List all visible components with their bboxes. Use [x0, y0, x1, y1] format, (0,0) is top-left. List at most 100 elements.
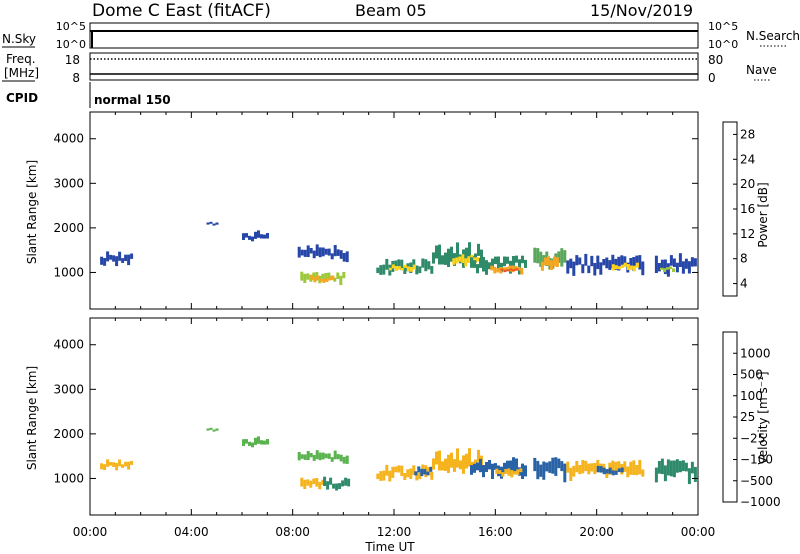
- data-cell: [327, 272, 331, 280]
- data-cell: [254, 437, 257, 445]
- beam-title: Beam 05: [355, 1, 427, 20]
- data-cell: [322, 278, 326, 283]
- x-tick-label: 04:00: [174, 525, 209, 539]
- data-cell: [412, 259, 416, 269]
- data-cell: [505, 267, 509, 272]
- data-cell: [212, 429, 216, 432]
- data-cell: [124, 254, 128, 261]
- data-cell: [209, 221, 213, 224]
- data-cell: [663, 465, 667, 482]
- data-cell: [572, 465, 576, 477]
- data-cell: [687, 261, 691, 274]
- data-region: [596, 465, 624, 476]
- freq-label-line2: [MHz]: [4, 66, 39, 80]
- data-cell: [546, 256, 550, 266]
- data-cell: [480, 249, 483, 264]
- data-region: [654, 253, 697, 277]
- data-cell: [599, 466, 603, 473]
- data-cell: [423, 469, 427, 475]
- data-cell: [468, 448, 471, 467]
- data-cell: [504, 469, 508, 474]
- data-region: [297, 450, 349, 464]
- data-region: [654, 458, 697, 485]
- data-cell: [569, 467, 573, 481]
- data-cell: [303, 249, 307, 257]
- data-cell: [477, 243, 480, 256]
- data-cell: [309, 248, 313, 254]
- y-tick-label: 3000: [53, 382, 84, 396]
- nave-label: Nave: [746, 63, 777, 77]
- data-cell: [587, 463, 591, 475]
- data-cell: [313, 277, 317, 283]
- data-cell: [660, 267, 663, 270]
- y-tick-label: 2000: [53, 221, 84, 235]
- data-cell: [502, 267, 506, 271]
- data-cell: [596, 255, 600, 270]
- y-tick-label: 1000: [53, 471, 84, 485]
- data-cell: [557, 458, 561, 469]
- data-cell: [669, 460, 673, 477]
- data-cell: [477, 449, 480, 462]
- data-cell: [617, 266, 621, 270]
- data-cell: [388, 470, 392, 482]
- data-cell: [494, 256, 497, 265]
- data-cell: [666, 459, 670, 476]
- data-cell: [452, 258, 456, 265]
- data-cell: [684, 462, 688, 472]
- data-cell: [121, 464, 125, 468]
- data-cell: [321, 273, 325, 279]
- data-cell: [379, 265, 383, 275]
- data-cell: [681, 261, 685, 274]
- data-cell: [430, 266, 434, 274]
- data-cell: [450, 452, 453, 468]
- data-cell: [605, 469, 609, 474]
- data-cell: [519, 468, 523, 473]
- data-cell: [315, 244, 319, 256]
- data-cell: [257, 230, 260, 238]
- colorbar-tick-label: 4: [740, 277, 748, 291]
- data-cell: [420, 468, 424, 477]
- data-cell: [626, 264, 630, 270]
- data-cell: [300, 477, 304, 487]
- x-tick-label: 20:00: [579, 525, 614, 539]
- power-data-layer: [100, 221, 697, 286]
- data-cell: [672, 268, 675, 272]
- data-cell: [635, 465, 639, 476]
- data-cell: [447, 454, 450, 473]
- data-cell: [376, 267, 380, 274]
- data-cell: [124, 461, 128, 467]
- data-cell: [520, 267, 524, 275]
- data-cell: [669, 255, 673, 266]
- data-cell: [479, 458, 482, 473]
- data-cell: [578, 465, 582, 475]
- data-cell: [552, 256, 556, 267]
- velocity-colorbar-label: Velocity [m s⁻¹]: [756, 371, 770, 464]
- data-region: [500, 268, 519, 273]
- nsky-tick-bottom: 10^0: [56, 38, 86, 51]
- data-cell: [503, 256, 506, 267]
- data-cell: [539, 251, 543, 267]
- data-cell: [394, 260, 398, 267]
- data-cell: [424, 259, 428, 272]
- colorbar-tick-label: −1000: [740, 495, 781, 509]
- data-cell: [581, 460, 585, 474]
- data-cell: [641, 261, 645, 276]
- data-cell: [303, 479, 307, 489]
- data-cell: [115, 462, 119, 471]
- data-cell: [503, 462, 506, 474]
- data-cell: [605, 470, 609, 478]
- data-cell: [623, 256, 627, 265]
- data-cell: [118, 251, 122, 261]
- data-cell: [611, 254, 615, 269]
- data-cell: [620, 264, 624, 268]
- data-cell: [560, 461, 564, 472]
- data-cell: [263, 440, 266, 445]
- power-ylabel: Slant Range [km]: [25, 160, 39, 264]
- data-cell: [115, 256, 119, 267]
- data-cell: [496, 268, 500, 273]
- data-cell: [632, 460, 636, 475]
- data-cell: [303, 454, 307, 460]
- data-cell: [555, 257, 559, 267]
- nsky-tick-top: 10^5: [56, 20, 86, 33]
